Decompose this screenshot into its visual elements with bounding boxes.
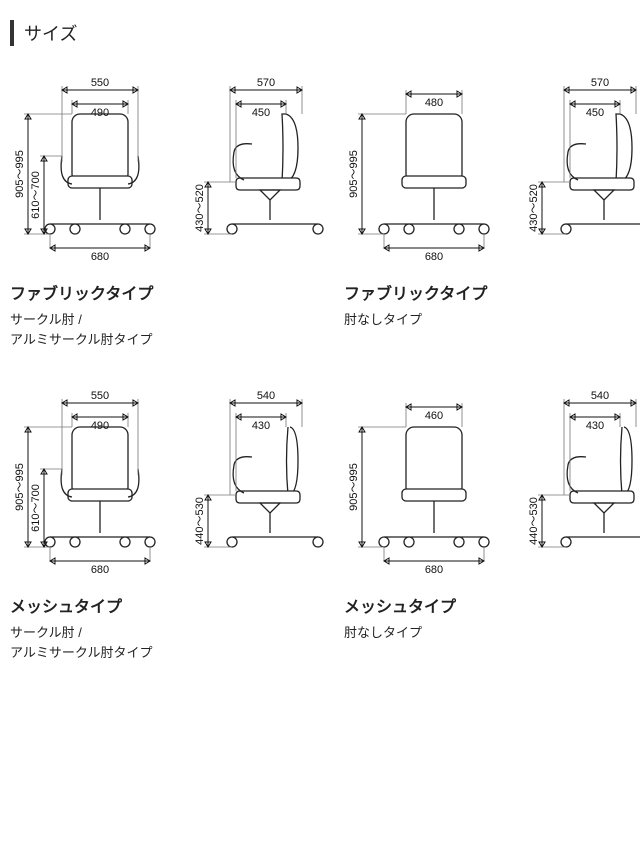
variant-cell: 550 490 905～995 610～700 680 540 430 440～… <box>10 389 324 662</box>
svg-text:440～530: 440～530 <box>528 497 540 545</box>
svg-text:440～530: 440～530 <box>194 497 206 545</box>
views-row: 550 490 905～995 610～700 680 540 430 440～… <box>10 389 324 579</box>
type-title: ファブリックタイプ <box>344 280 640 304</box>
subtype-label: サークル肘 /アルミサークル肘タイプ <box>10 623 324 662</box>
svg-text:570: 570 <box>257 77 275 89</box>
svg-text:480: 480 <box>425 97 443 109</box>
views-row: 550 490 905～995 610～700 680 570 450 430～… <box>10 76 324 266</box>
svg-text:610～700: 610～700 <box>30 484 42 532</box>
svg-text:905～995: 905～995 <box>14 463 26 511</box>
svg-text:460: 460 <box>425 410 443 422</box>
type-title: メッシュタイプ <box>344 593 640 617</box>
front-view-diagram: 550 490 905～995 610～700 680 <box>10 76 190 266</box>
svg-text:905～995: 905～995 <box>348 150 360 198</box>
svg-text:550: 550 <box>91 390 109 402</box>
views-row: 460 905～995 680 540 430 440～530 <box>344 389 640 579</box>
svg-text:430～520: 430～520 <box>528 184 540 232</box>
svg-text:680: 680 <box>91 564 109 576</box>
variants-grid: 550 490 905～995 610～700 680 570 450 430～… <box>10 76 630 662</box>
side-view-diagram: 570 450 430～520 <box>528 76 640 266</box>
front-view-diagram: 460 905～995 680 <box>344 389 524 579</box>
svg-text:905～995: 905～995 <box>348 463 360 511</box>
svg-text:490: 490 <box>91 107 109 119</box>
variant-cell: 550 490 905～995 610～700 680 570 450 430～… <box>10 76 324 349</box>
front-view-diagram: 480 905～995 680 <box>344 76 524 266</box>
svg-text:430: 430 <box>586 420 604 432</box>
type-title: ファブリックタイプ <box>10 280 324 304</box>
svg-text:540: 540 <box>257 390 275 402</box>
svg-text:905～995: 905～995 <box>14 150 26 198</box>
subtype-label: サークル肘 /アルミサークル肘タイプ <box>10 310 324 349</box>
svg-text:570: 570 <box>591 77 609 89</box>
subtype-label: 肘なしタイプ <box>344 310 640 330</box>
svg-text:430～520: 430～520 <box>194 184 206 232</box>
variant-cell: 480 905～995 680 570 450 430～520 ファブリックタイ… <box>344 76 640 349</box>
variant-cell: 460 905～995 680 540 430 440～530 メッシュタイプ … <box>344 389 640 662</box>
svg-text:610～700: 610～700 <box>30 171 42 219</box>
subtype-label: 肘なしタイプ <box>344 623 640 643</box>
side-view-diagram: 540 430 440～530 <box>528 389 640 579</box>
front-view-diagram: 550 490 905～995 610～700 680 <box>10 389 190 579</box>
views-row: 480 905～995 680 570 450 430～520 <box>344 76 640 266</box>
svg-text:680: 680 <box>425 251 443 263</box>
svg-text:680: 680 <box>91 251 109 263</box>
svg-text:540: 540 <box>591 390 609 402</box>
side-view-diagram: 570 450 430～520 <box>194 76 324 266</box>
svg-text:430: 430 <box>252 420 270 432</box>
svg-text:680: 680 <box>425 564 443 576</box>
svg-text:490: 490 <box>91 420 109 432</box>
svg-text:450: 450 <box>252 107 270 119</box>
side-view-diagram: 540 430 440～530 <box>194 389 324 579</box>
svg-text:550: 550 <box>91 77 109 89</box>
type-title: メッシュタイプ <box>10 593 324 617</box>
svg-text:450: 450 <box>586 107 604 119</box>
section-title: サイズ <box>10 20 630 46</box>
